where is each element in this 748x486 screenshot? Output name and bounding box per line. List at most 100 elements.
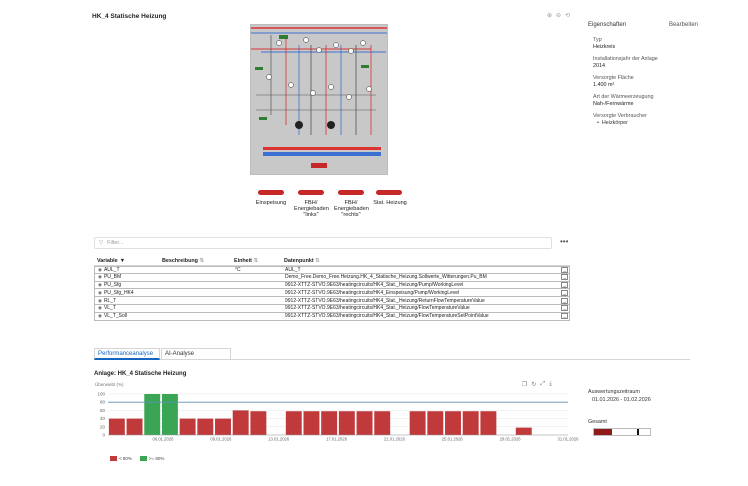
eye-icon[interactable]: ◉ <box>98 305 102 311</box>
eye-icon[interactable]: ◉ <box>98 266 102 272</box>
x-tick-label: 17.01.2026 <box>326 437 348 442</box>
y-axis-caption: Überwiebt (%) <box>95 382 124 387</box>
edit-button[interactable]: Bearbeiten <box>668 22 698 28</box>
column-header-variable[interactable]: Variable ▼ <box>97 257 126 264</box>
schematic-label: FBH/ Energiebaden "links" <box>294 200 329 219</box>
stat-heizung-status[interactable] <box>376 190 402 195</box>
table-row[interactable]: ◉ VL_T_Soll 9912-XTTZ-STVO.9E63/heatingcir… <box>94 312 570 321</box>
property-label: Typ <box>593 37 602 43</box>
sort-desc-icon: ▼ <box>119 257 126 264</box>
chart-legend: < 80% >= 80% <box>110 456 164 462</box>
x-tick-label: 31.01.2026 <box>558 437 580 442</box>
row-link-icon[interactable]: → <box>561 305 568 312</box>
cell-datapoint: 9912-XTTZ-STVO.9E63/heatingcircuits/HK4_… <box>285 313 489 320</box>
tab-performanceanalyse[interactable]: Performanceanalyse <box>94 348 160 360</box>
fbh-rechts-status[interactable] <box>338 190 364 195</box>
refresh-icon[interactable]: ↻ <box>531 382 537 388</box>
properties-panel: Eigenschaften Bearbeiten Typ Heizkreis I… <box>588 22 698 132</box>
property-list-item: Heizkörper <box>597 120 698 127</box>
analysis-tabs: Performanceanalyse AI-Analyse <box>94 348 690 360</box>
table-row[interactable]: ◉ RL_T 9912-XTTZ-STVO.9E63/heatingcircuits… <box>94 297 570 305</box>
cell-variable: ◉ PU_BM <box>98 274 122 281</box>
eye-icon[interactable]: ◉ <box>98 313 102 319</box>
y-tick-label: 100 <box>97 392 105 397</box>
einspeisung-status[interactable] <box>258 190 284 195</box>
property-item: Art der Wärmeerzeugung Nah-/Fernwärme <box>593 94 698 108</box>
cell-variable: ◉ VL_T <box>98 305 116 312</box>
bar <box>338 411 355 435</box>
bar <box>126 418 143 435</box>
bar <box>321 411 338 435</box>
legend-item[interactable]: < 80% <box>110 456 132 462</box>
expand-icon[interactable]: ⤢ <box>540 381 546 387</box>
row-link-icon[interactable]: → <box>561 274 568 281</box>
bar <box>356 411 373 435</box>
table-row[interactable]: ◉ PU_Sfg_HK4 9912-XTTZ-STVO.9E63/heatingci… <box>94 289 570 298</box>
table-row[interactable]: ◉ AUL_T °C AUL_T → <box>94 266 570 274</box>
analysis-title: Anlage: HK_4 Statische Heizung <box>94 371 187 377</box>
bar <box>409 411 426 435</box>
eye-icon[interactable]: ◉ <box>98 297 102 303</box>
column-header-datapoint[interactable]: Datenpunkt ⇅ <box>284 257 320 264</box>
filter-placeholder: Filter... <box>107 240 124 246</box>
bar <box>215 418 231 435</box>
x-tick-label: 06.01.2026 <box>153 437 175 442</box>
cell-unit: °C <box>235 266 241 273</box>
cell-datapoint: Demo_Free.Demo_Free.Heizung.HK_4_Statisc… <box>285 274 487 281</box>
tab-ai-analyse[interactable]: AI-Analyse <box>161 348 231 360</box>
zoom-out-icon[interactable]: ⊖ <box>556 13 562 19</box>
row-link-icon[interactable]: → <box>561 313 568 320</box>
property-label: Installationsjahr der Anlage <box>593 56 658 62</box>
x-tick-label: 21.01.2026 <box>384 437 406 442</box>
performance-chart: 0 20 40 60 80 100 06.01.2026 09.01.2026 13.01.20… <box>97 392 580 442</box>
eye-icon[interactable]: ◉ <box>98 289 102 295</box>
total-progress-marker <box>637 429 640 435</box>
y-tick-label: 40 <box>100 416 106 421</box>
x-tick-label: 13.01.2026 <box>268 437 290 442</box>
bar <box>144 394 161 435</box>
zoom-in-icon[interactable]: ⊕ <box>547 13 553 19</box>
column-header-description[interactable]: Beschreibung ⇅ <box>162 257 204 264</box>
row-link-icon[interactable]: → <box>561 289 568 296</box>
cell-variable: ◉ VL_T_Soll <box>98 313 128 320</box>
eye-icon[interactable]: ◉ <box>98 274 102 280</box>
property-value: Heizkreis <box>593 44 616 50</box>
copy-icon[interactable]: ❐ <box>522 382 528 388</box>
plant-schematic[interactable] <box>250 24 388 175</box>
fbh-links-status[interactable] <box>298 190 324 195</box>
x-tick-label: 25.01.2026 <box>442 437 464 442</box>
table-row[interactable]: ◉ VL_T 9912-XTTZ-STVO.9E63/heatingcircuits… <box>94 304 570 313</box>
cell-datapoint: 9912-XTTZ-STVO.9E63/heatingcircuits/HK4_… <box>285 297 485 304</box>
reset-icon[interactable]: ⟲ <box>565 13 571 19</box>
bar <box>427 411 444 435</box>
cell-datapoint: 9912-XTTZ-STVO.9E63/heatingcircuits/HK4_… <box>285 289 460 296</box>
bar <box>480 411 497 435</box>
column-header-unit[interactable]: Einheit ⇅ <box>234 257 259 264</box>
download-icon[interactable]: ⤓ <box>549 381 552 387</box>
table-row[interactable]: ◉ PU_Sfg 9912-XTTZ-STVO.9E63/heatingcircui… <box>94 281 570 290</box>
filter-input[interactable]: ▽ Filter... <box>94 237 552 249</box>
row-link-icon[interactable]: → <box>561 266 568 273</box>
bar <box>374 411 391 435</box>
schematic-label: FBH/ Energiebaden "rechts" <box>334 200 369 219</box>
x-tick-label: 09.01.2026 <box>210 437 232 442</box>
properties-heading: Eigenschaften <box>588 22 627 28</box>
evaluation-period: Auswertungszeitraum 01.01.2026 - 01.02.2… <box>588 389 651 403</box>
legend-item[interactable]: >= 80% <box>139 456 164 462</box>
evaluation-range[interactable]: 01.01.2026 - 01.02.2026 <box>592 397 651 403</box>
legend-swatch <box>139 456 147 462</box>
row-link-icon[interactable]: → <box>561 281 568 288</box>
more-options-icon[interactable]: ••• <box>560 237 569 246</box>
bar <box>303 411 320 435</box>
bar <box>232 410 249 435</box>
row-link-icon[interactable]: → <box>561 297 568 304</box>
property-item: Installationsjahr der Anlage 2014 <box>593 56 698 70</box>
property-label: Art der Wärmeerzeugung <box>593 94 654 100</box>
chart-toolbar: ❐ ↻ ⤢ ⤓ <box>522 381 552 388</box>
property-label: Versorgte Verbraucher <box>593 113 647 119</box>
page-title: HK_4 Statische Heizung <box>92 13 167 20</box>
y-tick-label: 20 <box>100 424 106 429</box>
eye-icon[interactable]: ◉ <box>98 281 102 287</box>
sort-icon: ⇅ <box>199 257 204 264</box>
table-row[interactable]: ◉ PU_BM Demo_Free.Demo_Free.Heizung.HK_4_S… <box>94 273 570 282</box>
